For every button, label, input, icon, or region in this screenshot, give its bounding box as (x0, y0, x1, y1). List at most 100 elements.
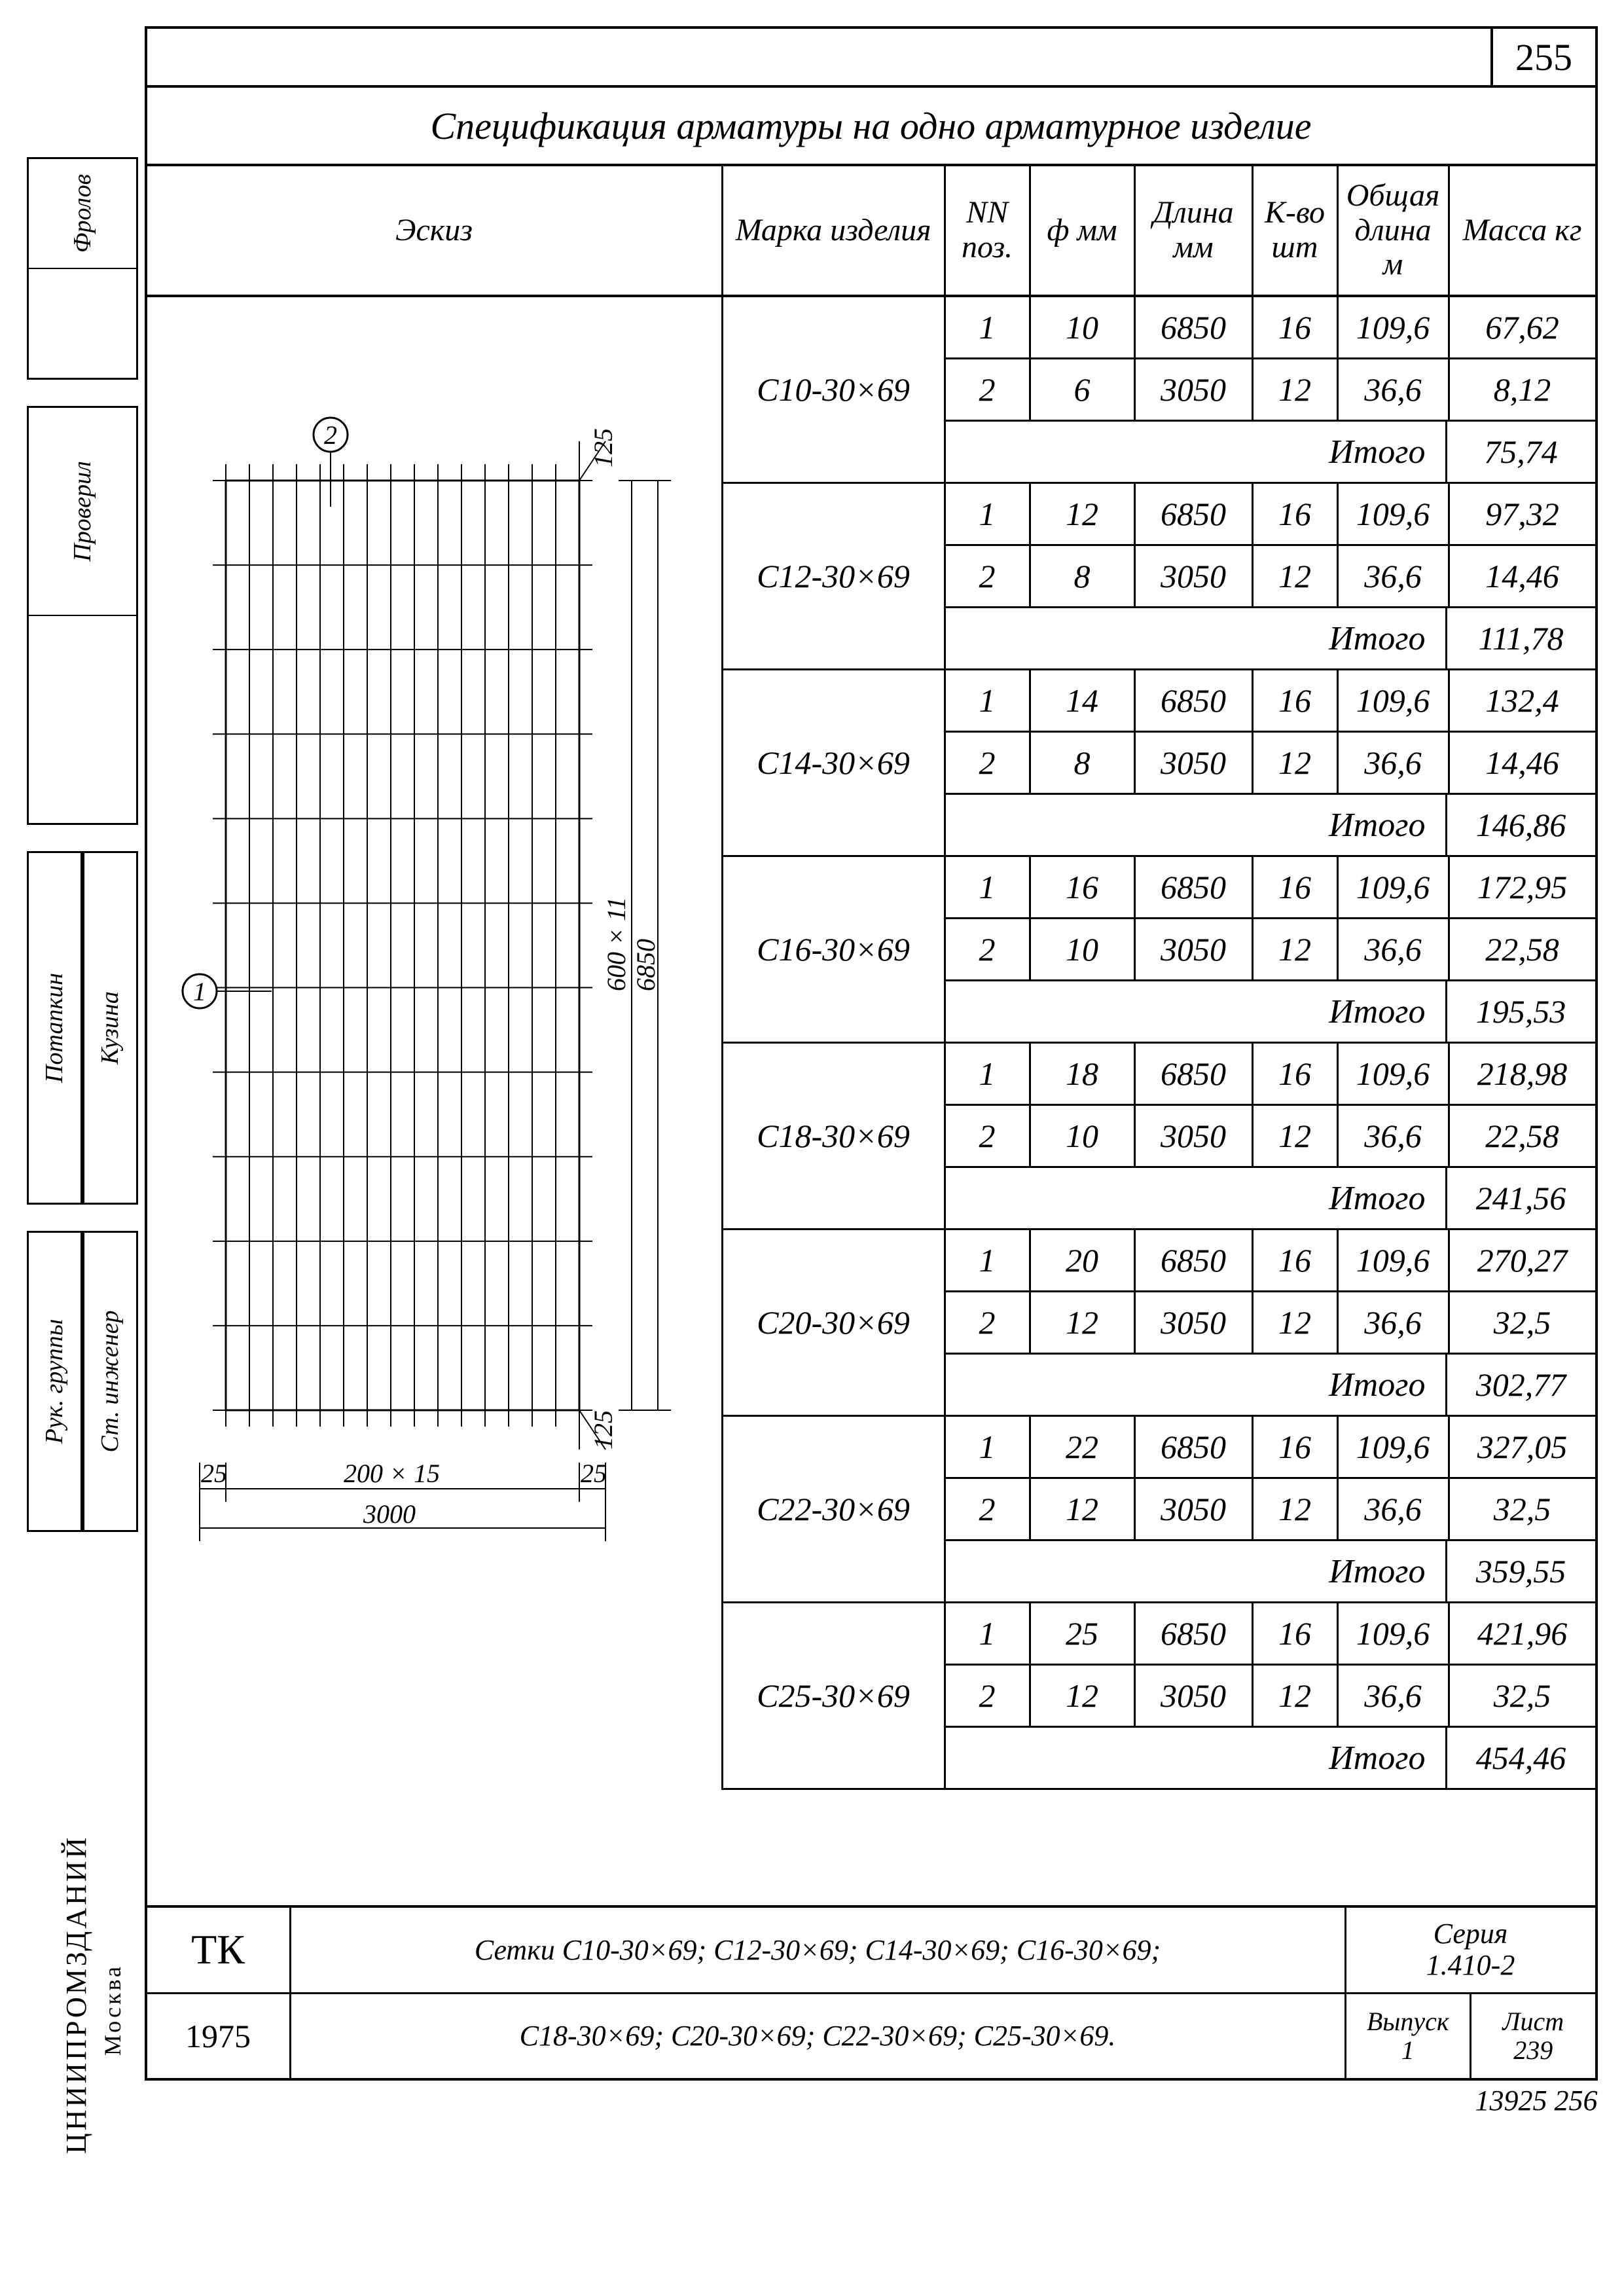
spec-group: С18-30×69118685016109,6218,9821030501236… (723, 1044, 1595, 1230)
cell: 6850 (1136, 857, 1254, 917)
subtotal-value: 241,56 (1447, 1168, 1595, 1228)
cell: 3050 (1136, 733, 1254, 793)
mark-cell: С14-30×69 (723, 670, 946, 857)
spec-row: 2630501236,68,12 (946, 359, 1595, 422)
spec-group: С20-30×69120685016109,6270,2721230501236… (723, 1230, 1595, 1417)
subtotal-row: Итого241,56 (946, 1168, 1595, 1230)
spec-row: 21030501236,622,58 (946, 919, 1595, 981)
cell: 2 (946, 359, 1031, 420)
spec-row: 125685016109,6421,96 (946, 1603, 1595, 1666)
cell: 16 (1254, 1417, 1339, 1477)
year-label: 1975 (147, 1994, 289, 2079)
cell: 12 (1031, 1292, 1136, 1353)
cell: 6850 (1136, 297, 1254, 357)
mark-cell: С10-30×69 (723, 297, 946, 484)
sheet-block: Лист 239 (1471, 1994, 1595, 2079)
svg-text:600 × 11: 600 × 11 (602, 897, 631, 991)
hdr-mass: Масса кг (1450, 166, 1595, 295)
cell: 109,6 (1339, 1044, 1450, 1104)
cell: 421,96 (1450, 1603, 1595, 1664)
cell: 12 (1254, 919, 1339, 979)
spec-row: 21230501236,632,5 (946, 1479, 1595, 1541)
spec-group: С14-30×69114685016109,6132,42830501236,6… (723, 670, 1595, 857)
cell: 16 (1254, 1230, 1339, 1290)
cell: 12 (1031, 1479, 1136, 1539)
cell: 22,58 (1450, 919, 1595, 979)
side-stamp: Фролов Проверил Потапкин Кузина Рук. гру… (27, 157, 145, 2081)
cell: 2 (946, 733, 1031, 793)
cell: 14 (1031, 670, 1136, 731)
cell: 12 (1254, 546, 1339, 606)
cell: 32,5 (1450, 1479, 1595, 1539)
cell: 36,6 (1339, 1106, 1450, 1166)
cell: 109,6 (1339, 1230, 1450, 1290)
cell: 6850 (1136, 1044, 1254, 1104)
cell: 97,32 (1450, 484, 1595, 544)
series-block: Серия 1.410-2 (1346, 1908, 1595, 1994)
cell: 32,5 (1450, 1292, 1595, 1353)
cell: 25 (1031, 1603, 1136, 1664)
svg-text:1: 1 (193, 977, 206, 1006)
cell: 16 (1254, 1044, 1339, 1104)
subtotal-label: Итого (946, 1728, 1447, 1788)
subtotal-value: 195,53 (1447, 981, 1595, 1042)
svg-text:25: 25 (201, 1459, 227, 1488)
spec-row: 21030501236,622,58 (946, 1106, 1595, 1168)
cell: 22 (1031, 1417, 1136, 1477)
subtotal-label: Итого (946, 422, 1447, 482)
cell: 109,6 (1339, 670, 1450, 731)
cell: 1 (946, 1603, 1031, 1664)
cell: 10 (1031, 919, 1136, 979)
cell: 6850 (1136, 670, 1254, 731)
cell: 12 (1031, 484, 1136, 544)
cell: 109,6 (1339, 1417, 1450, 1477)
subtotal-row: Итого302,77 (946, 1355, 1595, 1417)
cell: 36,6 (1339, 1479, 1450, 1539)
cell: 16 (1254, 1603, 1339, 1664)
cell: 32,5 (1450, 1666, 1595, 1726)
subtotal-row: Итого454,46 (946, 1728, 1595, 1790)
footer-line1: Сетки С10-30×69; С12-30×69; С14-30×69; С… (291, 1908, 1344, 1994)
cell: 2 (946, 1292, 1031, 1353)
cell: 12 (1254, 1479, 1339, 1539)
org-city: Москва (99, 1964, 126, 2056)
org-name: ЦНИИПРОМЗДАНИЙ (60, 1835, 93, 2154)
svg-text:3000: 3000 (363, 1499, 416, 1529)
subtotal-value: 75,74 (1447, 422, 1595, 482)
spec-group: С25-30×69125685016109,6421,9621230501236… (723, 1603, 1595, 1790)
cell: 6850 (1136, 1417, 1254, 1477)
cell: 3050 (1136, 546, 1254, 606)
spec-group: С16-30×69116685016109,6172,9521030501236… (723, 857, 1595, 1044)
svg-text:125: 125 (588, 1410, 618, 1449)
subtotal-row: Итого111,78 (946, 608, 1595, 670)
cell: 218,98 (1450, 1044, 1595, 1104)
spec-row: 118685016109,6218,98 (946, 1044, 1595, 1106)
spec-row: 112685016109,697,32 (946, 484, 1595, 546)
subtotal-label: Итого (946, 608, 1447, 668)
cell: 109,6 (1339, 1603, 1450, 1664)
cell: 14,46 (1450, 546, 1595, 606)
mark-cell: С20-30×69 (723, 1230, 946, 1417)
side-name: Потапкин (40, 973, 69, 1083)
spec-row: 120685016109,6270,27 (946, 1230, 1595, 1292)
drawing-frame: 255 Спецификация арматуры на одно армату… (145, 26, 1598, 2081)
cell: 3050 (1136, 359, 1254, 420)
spec-row: 110685016109,667,62 (946, 297, 1595, 359)
side-name: Кузина (96, 991, 124, 1065)
spec-group: С10-30×69110685016109,667,622630501236,6… (723, 297, 1595, 484)
cell: 2 (946, 546, 1031, 606)
cell: 18 (1031, 1044, 1136, 1104)
subtotal-value: 454,46 (1447, 1728, 1595, 1788)
mark-cell: С22-30×69 (723, 1417, 946, 1603)
cell: 8 (1031, 733, 1136, 793)
issue-block: Выпуск 1 (1346, 1994, 1472, 2079)
cell: 6850 (1136, 484, 1254, 544)
cell: 1 (946, 1417, 1031, 1477)
subtotal-row: Итого75,74 (946, 422, 1595, 484)
subtotal-value: 111,78 (1447, 608, 1595, 668)
subtotal-label: Итого (946, 981, 1447, 1042)
cell: 12 (1254, 1292, 1339, 1353)
cell: 270,27 (1450, 1230, 1595, 1290)
hdr-sketch: Эскиз (147, 166, 723, 295)
hdr-len: Длина мм (1136, 166, 1254, 295)
